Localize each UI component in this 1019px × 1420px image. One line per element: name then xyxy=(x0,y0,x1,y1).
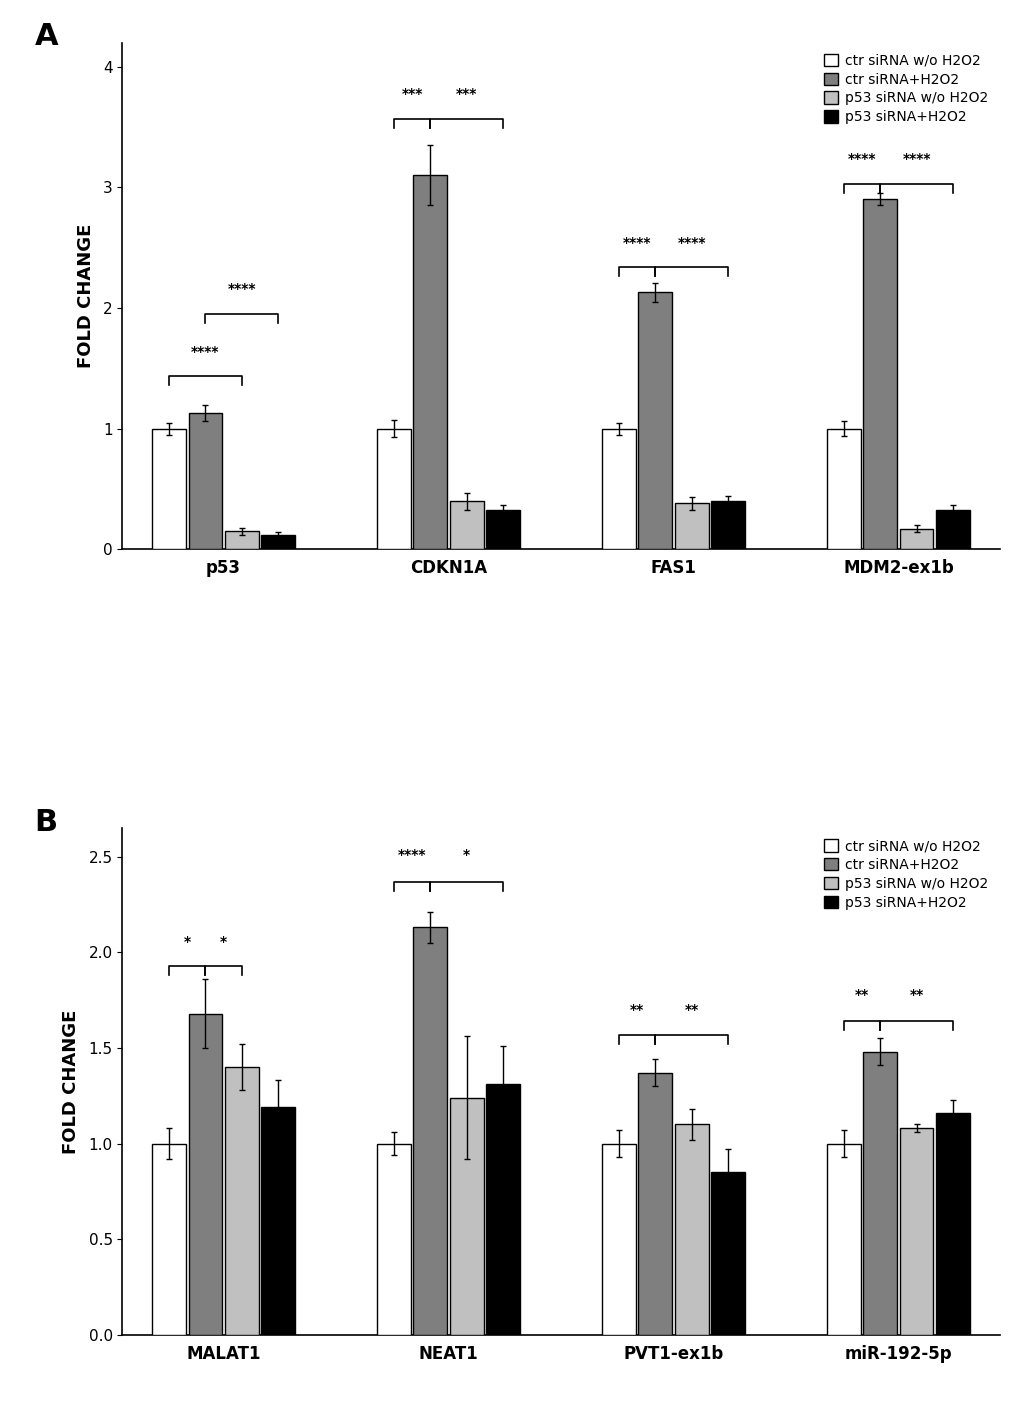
Bar xyxy=(935,510,969,550)
Bar xyxy=(862,1052,896,1335)
Text: ****: **** xyxy=(397,849,426,862)
Y-axis label: FOLD CHANGE: FOLD CHANGE xyxy=(76,224,95,368)
Bar xyxy=(225,531,259,550)
Bar xyxy=(152,1143,185,1335)
Bar xyxy=(638,1074,672,1335)
Text: ****: **** xyxy=(677,236,705,250)
Bar xyxy=(826,429,860,550)
Text: ***: *** xyxy=(401,87,422,101)
Text: B: B xyxy=(35,808,58,836)
Text: ****: **** xyxy=(623,236,651,250)
Text: ***: *** xyxy=(455,87,477,101)
Bar xyxy=(261,1108,294,1335)
Text: *: * xyxy=(463,849,470,862)
Bar xyxy=(935,1113,969,1335)
Text: ****: **** xyxy=(847,152,875,166)
Bar xyxy=(152,429,185,550)
Bar xyxy=(710,501,744,550)
Text: *: * xyxy=(220,934,227,949)
Bar xyxy=(675,1125,708,1335)
Bar xyxy=(225,1066,259,1335)
Text: ****: **** xyxy=(191,345,219,359)
Text: **: ** xyxy=(909,988,923,1003)
Y-axis label: FOLD CHANGE: FOLD CHANGE xyxy=(62,1010,81,1153)
Text: A: A xyxy=(35,23,58,51)
Bar xyxy=(899,528,932,550)
Text: ****: **** xyxy=(227,283,256,295)
Bar xyxy=(189,413,222,550)
Bar xyxy=(601,1143,635,1335)
Text: **: ** xyxy=(854,988,868,1003)
Bar xyxy=(413,175,446,550)
Text: *: * xyxy=(183,934,191,949)
Bar xyxy=(638,293,672,550)
Bar xyxy=(675,504,708,550)
Legend: ctr siRNA w/o H2O2, ctr siRNA+H2O2, p53 siRNA w/o H2O2, p53 siRNA+H2O2: ctr siRNA w/o H2O2, ctr siRNA+H2O2, p53 … xyxy=(819,50,991,128)
Bar xyxy=(377,1143,411,1335)
Text: ****: **** xyxy=(902,152,930,166)
Text: **: ** xyxy=(630,1004,644,1017)
Bar xyxy=(899,1129,932,1335)
Bar xyxy=(261,535,294,550)
Bar xyxy=(710,1173,744,1335)
Bar xyxy=(377,429,411,550)
Bar xyxy=(486,1085,520,1335)
Bar xyxy=(413,927,446,1335)
Bar xyxy=(486,510,520,550)
Bar xyxy=(189,1014,222,1335)
Legend: ctr siRNA w/o H2O2, ctr siRNA+H2O2, p53 siRNA w/o H2O2, p53 siRNA+H2O2: ctr siRNA w/o H2O2, ctr siRNA+H2O2, p53 … xyxy=(819,835,991,914)
Bar xyxy=(449,1098,483,1335)
Bar xyxy=(449,501,483,550)
Text: **: ** xyxy=(684,1004,698,1017)
Bar xyxy=(826,1143,860,1335)
Bar xyxy=(862,199,896,550)
Bar xyxy=(601,429,635,550)
